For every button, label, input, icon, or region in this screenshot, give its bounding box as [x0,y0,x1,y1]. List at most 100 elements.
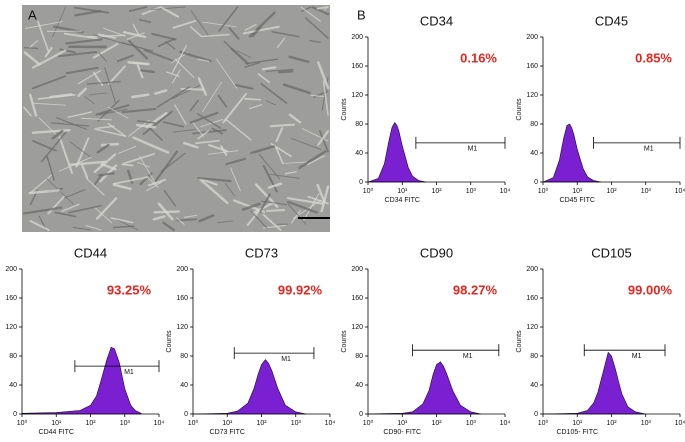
x-axis-label: CD45 FITC [560,197,595,204]
x-tick-label: 10³ [466,188,477,195]
cell [107,65,126,85]
cell [154,89,168,95]
cell [81,117,112,121]
cell [65,66,99,75]
cell [309,39,321,44]
x-tick-label: 10⁴ [675,188,685,195]
cell [46,178,74,205]
cell [250,144,277,155]
cell [197,130,209,140]
cell [94,174,103,185]
cell [262,164,278,193]
chart-title: CD45 [595,13,628,28]
y-tick-label: 200 [526,266,538,273]
cell [152,215,166,221]
cell [112,183,132,191]
y-tick-label: 80 [530,353,538,360]
cell [287,203,307,225]
cell [97,33,117,39]
cell [128,40,149,60]
cell [215,58,238,89]
x-tick-label: 10⁴ [500,188,511,195]
cell [132,136,170,154]
cell [69,141,91,158]
cell [198,177,229,205]
x-axis-label: CD34 FITC [385,197,420,204]
cell [265,68,294,72]
cell [300,6,322,22]
histogram-area [542,123,602,183]
cell [244,97,262,101]
y-axis-label: Counts [516,98,523,121]
cell [274,144,284,165]
y-tick-label: 0 [534,179,538,186]
cell [68,204,102,214]
cell [191,121,204,137]
cell [288,113,302,124]
y-tick-label: 120 [351,324,363,331]
cell [175,58,195,78]
cell [100,142,120,147]
cell [138,18,152,23]
x-tick-label: 10¹ [397,188,408,195]
cell [114,218,139,231]
gate-label: M1 [632,353,642,360]
cell [197,58,210,63]
cell [260,83,288,104]
cell [234,83,254,90]
x-tick-label: 10⁰ [363,419,374,427]
cell [96,125,115,129]
chart-title: CD73 [245,245,278,260]
x-tick-label: 10³ [641,420,652,427]
cell [200,177,218,186]
panel-label: B [357,7,366,22]
cell [143,49,174,62]
cell [46,155,55,181]
cell [276,37,286,49]
cell [265,100,276,106]
cell [230,167,241,192]
x-tick-label: 10⁰ [538,187,549,195]
cell [131,93,150,99]
cell [316,183,326,204]
cell [107,122,126,137]
cell [278,70,294,74]
cell [58,156,92,172]
cell [290,137,322,151]
cell [259,193,271,214]
y-axis-label: Counts [516,330,523,353]
cell [32,102,67,106]
cell [141,6,162,16]
cell [303,193,320,222]
cell [122,30,147,39]
x-tick-label: 10⁰ [188,419,199,427]
x-tick-label: 10⁰ [538,419,549,427]
cell [232,199,266,213]
cell [225,157,246,166]
cell [261,200,287,206]
cell [317,61,330,90]
x-tick-label: 10⁴ [325,420,336,427]
cell [172,129,196,133]
cell [322,80,329,116]
cell [311,6,330,16]
annotation: 99.00% [628,282,673,297]
cell [236,50,252,58]
cell [73,6,110,14]
cell [103,27,125,37]
cell [217,220,234,224]
cell [23,106,32,117]
cell [171,69,181,84]
x-tick-label: 10¹ [572,420,583,427]
cell [93,128,127,137]
cell [61,203,80,212]
cell [258,153,281,180]
x-tick-label: 10² [431,188,442,195]
cell [151,32,177,41]
cell [320,185,330,213]
cell [100,162,117,171]
cell [74,9,102,17]
cell [189,99,199,112]
x-tick-label: 10⁰ [363,187,374,195]
cell [217,94,228,108]
